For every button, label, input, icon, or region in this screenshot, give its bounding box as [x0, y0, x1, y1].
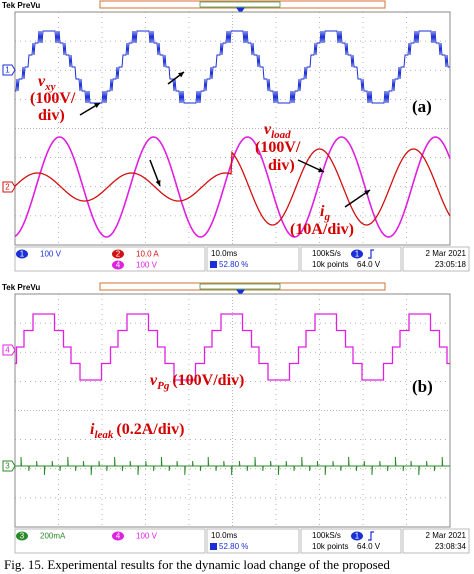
timebase: 10.0ms [211, 249, 237, 258]
status-box [206, 528, 300, 554]
header: Tek PreVu [2, 1, 40, 10]
date: 2 Mar 2021 [426, 249, 467, 258]
percent-icon [210, 543, 217, 550]
annotation-symbol: i [90, 421, 95, 438]
annotation-scale: (100V/ [255, 139, 301, 156]
trigger-level: 64.0 V [357, 260, 381, 269]
channel-marker-box [2, 460, 16, 472]
channel-marker-box [2, 181, 16, 193]
annotation-scale: div) [38, 107, 65, 124]
panel-label: (a) [412, 97, 432, 116]
channel-marker-box [2, 344, 16, 356]
annotation-scale: (100V/div) [172, 372, 244, 389]
channel-marker-box [2, 64, 16, 76]
view-window [199, 1, 281, 8]
arrow-head [318, 167, 324, 173]
channel-badge [112, 260, 124, 270]
channel-badge [112, 249, 124, 259]
channel-marker: 4 [5, 346, 10, 355]
annotation-subscript: xy [44, 81, 56, 93]
trigger-channel: 1 [355, 532, 360, 541]
channel-marker: 3 [5, 462, 10, 471]
annotation-scale: div) [268, 157, 295, 174]
channel-marker: 1 [5, 66, 10, 75]
waveform [14, 136, 451, 238]
status-box [300, 246, 402, 272]
points: 10k points [312, 260, 348, 269]
percent: 52.80 % [219, 260, 248, 269]
trigger-slope [368, 249, 374, 259]
header: Tek PreVu [2, 283, 40, 292]
points: 10k points [312, 542, 348, 551]
channel-number: 3 [20, 532, 25, 541]
header-bar [0, 282, 474, 294]
waveform [15, 313, 450, 381]
status-box [14, 246, 206, 272]
annotation-scale: (0.2A/div) [116, 421, 184, 438]
trigger-level: 64.0 V [357, 542, 381, 551]
channel-scale: 10.0 A [136, 250, 159, 259]
channel-scale: 200mA [40, 532, 66, 541]
annotation: ig [320, 203, 330, 223]
annotation: ileak (0.2A/div) [90, 421, 184, 441]
waveform [14, 148, 451, 226]
rate: 100kS/s [312, 249, 341, 258]
annotation-symbol: v [264, 121, 272, 138]
annotation-scale: (100V/ [30, 90, 76, 107]
trigger-channel: 1 [355, 250, 360, 259]
waveform [15, 456, 450, 476]
annotation: vxy [38, 73, 56, 93]
status-box [300, 528, 402, 554]
arrow-head [155, 180, 161, 186]
trigger-badge [351, 531, 363, 541]
channel-scale: 100 V [136, 532, 158, 541]
view-window [199, 283, 281, 290]
annotation-symbol: v [38, 73, 46, 90]
annotation-subscript: g [323, 211, 330, 223]
status-box [206, 246, 300, 272]
percent: 52.80 % [219, 542, 248, 551]
channel-number: 1 [20, 250, 25, 259]
channel-badge [16, 531, 28, 541]
annotation-subscript: load [271, 129, 291, 141]
time: 23:08:34 [435, 542, 467, 551]
annotation: vPg (100V/div) [150, 372, 244, 392]
date: 2 Mar 2021 [426, 531, 467, 540]
channel-scale: 100 V [40, 250, 62, 259]
annotation-symbol: i [320, 203, 325, 220]
annotation-subscript: leak [94, 429, 113, 441]
trigger-slope [368, 531, 374, 541]
status-bar [15, 246, 470, 272]
arrow-head [94, 103, 100, 109]
annotation: vload [264, 121, 291, 141]
status-box [14, 528, 206, 554]
arrow-head [364, 190, 370, 196]
annotation-scale: (10A/div) [290, 221, 354, 238]
channel-badge [112, 531, 124, 541]
annotation-subscript: Pg [157, 380, 170, 392]
header-bar [0, 0, 474, 12]
arrow-head [178, 72, 184, 78]
status-box [402, 528, 470, 554]
channel-number: 2 [116, 250, 121, 259]
channel-badge [16, 249, 28, 259]
status-bar [15, 528, 470, 554]
timebase: 10.0ms [211, 531, 237, 540]
panel-label: (b) [412, 377, 433, 396]
caption: Fig. 15. Experimental results for the dy… [4, 557, 390, 572]
waveform [15, 30, 450, 104]
rate: 100kS/s [312, 531, 341, 540]
annotation-symbol: v [150, 372, 158, 389]
channel-number: 4 [116, 532, 121, 541]
channel-number: 4 [116, 261, 121, 270]
status-box [402, 246, 470, 272]
channel-marker: 2 [5, 183, 10, 192]
percent-icon [210, 261, 217, 268]
trigger-badge [351, 249, 363, 259]
channel-scale: 100 V [136, 261, 158, 270]
time: 23:05:18 [435, 260, 467, 269]
